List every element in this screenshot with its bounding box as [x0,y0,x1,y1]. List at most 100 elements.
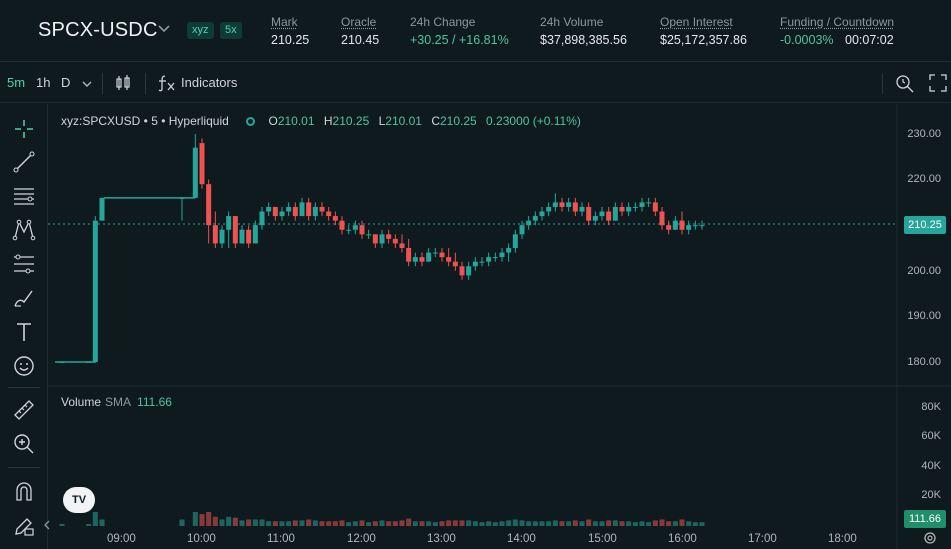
candle-body [572,202,578,212]
legend-change: 0.23000 (+0.11%) [486,114,581,128]
market-header: SPCX-USDC xyz 5x Mark 210.25 Oracle 210.… [0,0,951,62]
interval-5m[interactable]: 5m [7,75,26,90]
stat-label: Oracle [341,15,377,29]
candle-body [359,225,365,235]
emoji-icon[interactable] [12,354,36,378]
chevron-down-icon[interactable] [81,80,93,88]
magnet-icon[interactable] [12,480,36,504]
candle-body [199,143,205,185]
trend-line-icon[interactable] [12,150,36,174]
crosshair-icon[interactable] [12,117,36,141]
price-chart[interactable] [48,104,951,549]
volume-axis-label: 80K [921,401,941,413]
volume-bar [586,519,592,526]
tradingview-logo[interactable]: TV [63,487,95,513]
candle-body [252,225,258,244]
volume-bar [86,524,92,526]
candle-body [226,216,232,230]
volume-bar [606,520,612,526]
volume-bar [512,519,518,526]
legend-close-label: C [431,114,440,128]
settings-icon[interactable] [922,530,938,546]
volume-axis-label: 40K [921,460,941,472]
candle-body [466,266,472,276]
volume-bar [479,522,485,526]
fullscreen-icon[interactable] [929,74,947,92]
time-axis-label: 18:00 [828,533,857,545]
candle-body [672,220,678,230]
candle-body [219,229,225,244]
interval-d[interactable]: D [61,75,71,90]
ruler-icon[interactable] [12,398,36,422]
text-icon[interactable] [12,320,36,344]
candle-body [566,202,572,207]
volume-bar [692,522,698,526]
candle-body [99,197,105,221]
time-axis-label: 11:00 [267,533,295,545]
price-axis-label: 180.00 [907,356,941,368]
candle-body [699,225,705,227]
candle-body [192,147,198,198]
leverage-badge: 5x [220,22,242,39]
volume-bar [272,521,278,526]
interval-1h[interactable]: 1h [36,75,51,90]
candle-body [646,202,652,204]
brush-icon[interactable] [12,286,36,310]
volume-bar [626,521,632,526]
volume-sma-label: SMA [105,395,132,409]
volume-bar [199,514,205,526]
chevron-down-icon[interactable] [157,24,171,34]
volume-bar [352,521,358,526]
volume-bar [399,520,405,526]
volume-bar [339,520,345,526]
dex-badge: xyz [187,22,214,39]
candle-body [332,216,338,221]
candle-body [586,206,592,221]
volume-bar [486,521,492,526]
legend-close: 210.25 [440,114,477,128]
volume-bar [632,522,638,526]
candle-body [512,234,518,248]
candles-icon[interactable] [114,74,132,92]
funding-countdown: 00:07:02 [845,33,894,47]
volume-bar [659,519,665,526]
volume-bar [179,519,185,526]
volume-bar [306,519,312,526]
volume-bar [699,522,705,526]
pattern-icon[interactable] [12,218,36,242]
volume-bar [532,521,538,526]
chevron-left-icon[interactable] [42,519,52,531]
price-axis-label: 220.00 [907,173,941,185]
fx-icon[interactable] [157,74,177,92]
candle-body [392,238,398,244]
volume-bar [326,521,332,526]
volume-bar [652,520,658,526]
candle-body [619,206,625,212]
pair-selector[interactable]: SPCX-USDC [38,19,158,41]
zoom-icon[interactable] [895,74,915,94]
volume-bar [419,521,425,526]
candle-body [446,257,452,262]
candle-body [212,225,218,244]
candle-body [459,266,465,276]
candle-body [606,211,612,221]
volume-bar [412,521,418,526]
zoom-in-icon[interactable] [12,432,36,456]
indicators-button[interactable]: Indicators [181,75,238,90]
volume-bar [566,521,572,526]
candle-body [372,234,378,244]
funding-rate: -0.0003% [780,33,834,47]
horizontal-lines-icon[interactable] [12,184,36,208]
candle-body [346,229,352,231]
price-axis-label: 190.00 [907,310,941,322]
volume-bar [639,521,645,526]
fib-icon[interactable] [12,252,36,276]
volume-bar [592,521,598,526]
candle-body [439,252,445,258]
time-axis-label: 09:00 [107,533,136,545]
lock-pencil-icon[interactable] [12,514,36,538]
candle-body [406,248,412,262]
volume-label: Volume [61,395,102,409]
volume-bar [439,521,445,526]
candle-body [519,225,525,235]
